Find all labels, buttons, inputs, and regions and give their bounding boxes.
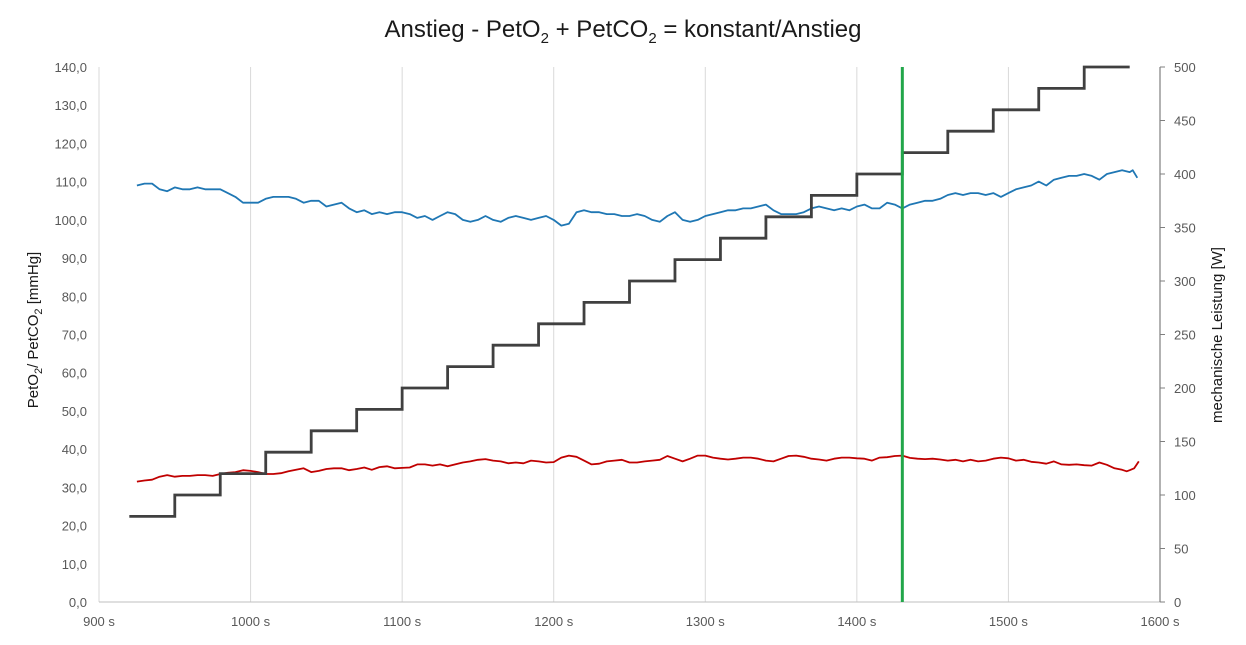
y-axis-right-label: mechanische Leistung [W] <box>1209 247 1226 423</box>
x-tick-label: 1400 s <box>837 614 877 629</box>
x-tick-label: 1100 s <box>383 614 422 629</box>
y-left-tick-label: 100,0 <box>54 213 87 228</box>
y-left-tick-label: 110,0 <box>55 175 87 190</box>
y-right-tick-label: 250 <box>1174 328 1196 343</box>
y-left-tick-label: 120,0 <box>54 136 87 151</box>
y-left-tick-label: 90,0 <box>62 251 87 266</box>
x-tick-label: 900 s <box>83 614 115 629</box>
x-tick-label: 1600 s <box>1140 614 1180 629</box>
series-line-1 <box>136 169 1139 227</box>
axes <box>98 66 1165 603</box>
y-left-tick-label: 60,0 <box>62 366 87 381</box>
y-right-tick-label: 100 <box>1174 488 1196 503</box>
y-right-tick-label: 500 <box>1174 60 1196 75</box>
y-right-tick-label: 350 <box>1174 221 1196 236</box>
y-right-tick-label: 50 <box>1174 542 1188 557</box>
x-tick-label: 1500 s <box>989 614 1029 629</box>
y-left-tick-label: 80,0 <box>62 289 87 304</box>
y-right-tick-label: 200 <box>1174 381 1196 396</box>
y-left-tick-label: 130,0 <box>54 98 87 113</box>
gridlines <box>250 67 1161 602</box>
y-left-tick-label: 30,0 <box>62 480 87 495</box>
y-right-tick-label: 450 <box>1174 114 1196 129</box>
x-tick-label: 1200 s <box>534 614 574 629</box>
tick-labels: 900 s 1000 s 1100 s 1200 s 1300 s 1400 s 1500 … <box>54 60 1195 629</box>
y-right-tick-label: 150 <box>1174 435 1196 450</box>
y-left-tick-label: 20,0 <box>62 519 87 534</box>
y-left-tick-label: 40,0 <box>62 442 87 457</box>
y-right-tick-label: 0 <box>1174 595 1181 610</box>
x-tick-label: 1000 s <box>231 614 271 629</box>
y-left-tick-label: 0,0 <box>69 595 87 610</box>
y-axis-left-label: PetO2/ PetCO2 [mmHg] <box>25 252 45 408</box>
series <box>129 65 1140 602</box>
chart-title: Anstieg - PetO2 + PetCO2 = konstant/Anst… <box>385 16 862 47</box>
x-tick-label: 1300 s <box>686 614 726 629</box>
y-right-tick-label: 400 <box>1174 167 1196 182</box>
y-right-tick-label: 300 <box>1174 274 1196 289</box>
y-left-tick-label: 140,0 <box>54 60 87 75</box>
y-left-tick-label: 70,0 <box>62 328 87 343</box>
y-left-tick-label: 50,0 <box>62 404 87 419</box>
series-line-2 <box>136 454 1140 483</box>
series-power-step-line <box>129 65 1130 518</box>
y-left-tick-label: 10,0 <box>62 557 87 572</box>
